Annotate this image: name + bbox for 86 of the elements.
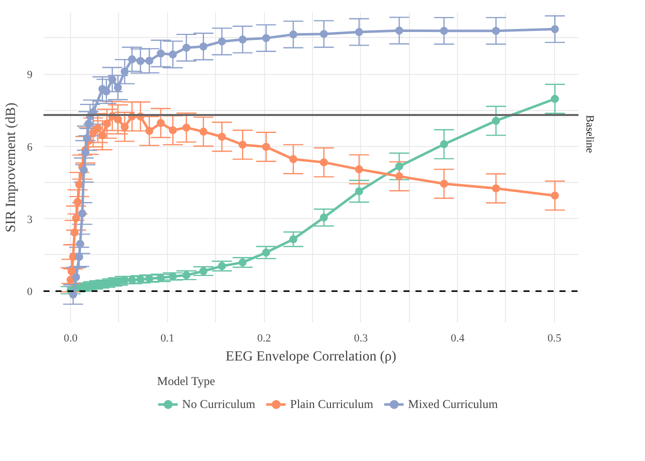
point — [218, 262, 226, 270]
point — [72, 273, 80, 282]
point — [395, 172, 404, 180]
x-tick-label: 0.4 — [450, 332, 465, 344]
x-tick-label: 0.2 — [257, 332, 271, 344]
point — [440, 140, 448, 148]
point — [320, 158, 328, 166]
point — [550, 94, 559, 103]
point — [289, 30, 298, 38]
point — [156, 118, 165, 127]
point — [80, 166, 88, 174]
x-axis-title: EEG Envelope Correlation (ρ) — [226, 350, 397, 364]
point — [320, 30, 328, 38]
point — [168, 50, 177, 58]
point — [262, 142, 270, 151]
point — [108, 76, 116, 84]
point — [182, 271, 190, 280]
x-tick-label: 0.0 — [64, 332, 78, 344]
point — [145, 274, 154, 283]
point — [76, 240, 84, 248]
x-tick-label: 0.3 — [354, 332, 368, 344]
point — [289, 235, 298, 244]
point — [145, 56, 154, 65]
legend-label: No Curriculum — [182, 396, 256, 412]
point — [81, 148, 90, 157]
point — [218, 132, 226, 141]
point — [69, 290, 78, 299]
point — [94, 124, 102, 132]
point — [238, 140, 247, 149]
point — [355, 165, 364, 174]
point — [74, 198, 82, 206]
point — [492, 116, 500, 125]
point — [199, 128, 208, 136]
point — [156, 50, 165, 58]
point — [156, 274, 165, 282]
point — [70, 228, 79, 237]
point — [102, 120, 111, 128]
point — [550, 25, 559, 34]
point — [492, 184, 500, 192]
point — [128, 55, 136, 64]
point — [136, 56, 144, 65]
y-tick-label: 3 — [27, 214, 33, 226]
point — [355, 28, 364, 36]
point — [262, 248, 270, 257]
point — [262, 34, 270, 42]
point — [114, 115, 122, 124]
y-tick-label: 9 — [27, 69, 33, 82]
point — [182, 44, 190, 52]
point — [550, 192, 559, 200]
y-axis-title: SIR Improvement (dB) — [4, 102, 19, 232]
legend-title: Model Type — [157, 374, 216, 389]
point — [120, 68, 129, 76]
point — [238, 258, 247, 266]
point — [68, 267, 76, 276]
point — [75, 180, 84, 188]
point — [84, 120, 92, 128]
point — [182, 124, 190, 132]
point — [238, 36, 247, 44]
point — [289, 155, 298, 164]
x-tick-label: 0.5 — [547, 332, 562, 344]
point — [492, 26, 500, 35]
point — [395, 162, 404, 170]
point — [168, 126, 177, 134]
legend-label: Mixed Curriculum — [408, 396, 498, 412]
point — [320, 214, 328, 222]
ref-line-label: Baseline — [584, 115, 596, 154]
point — [355, 187, 364, 196]
point — [199, 267, 208, 276]
point — [440, 26, 448, 35]
point — [136, 275, 144, 284]
point — [120, 122, 129, 131]
point — [78, 209, 86, 218]
point — [114, 84, 122, 92]
y-tick-label: 0 — [27, 286, 33, 298]
point — [82, 134, 91, 142]
point — [168, 272, 177, 280]
point — [395, 26, 404, 35]
point — [440, 180, 448, 188]
point — [98, 131, 106, 140]
point — [145, 126, 154, 135]
point — [218, 37, 226, 46]
x-tick-label: 0.1 — [160, 332, 174, 344]
y-tick-label: 6 — [27, 141, 33, 154]
legend-label: Plain Curriculum — [290, 396, 374, 412]
point — [199, 42, 208, 51]
point — [72, 214, 80, 222]
